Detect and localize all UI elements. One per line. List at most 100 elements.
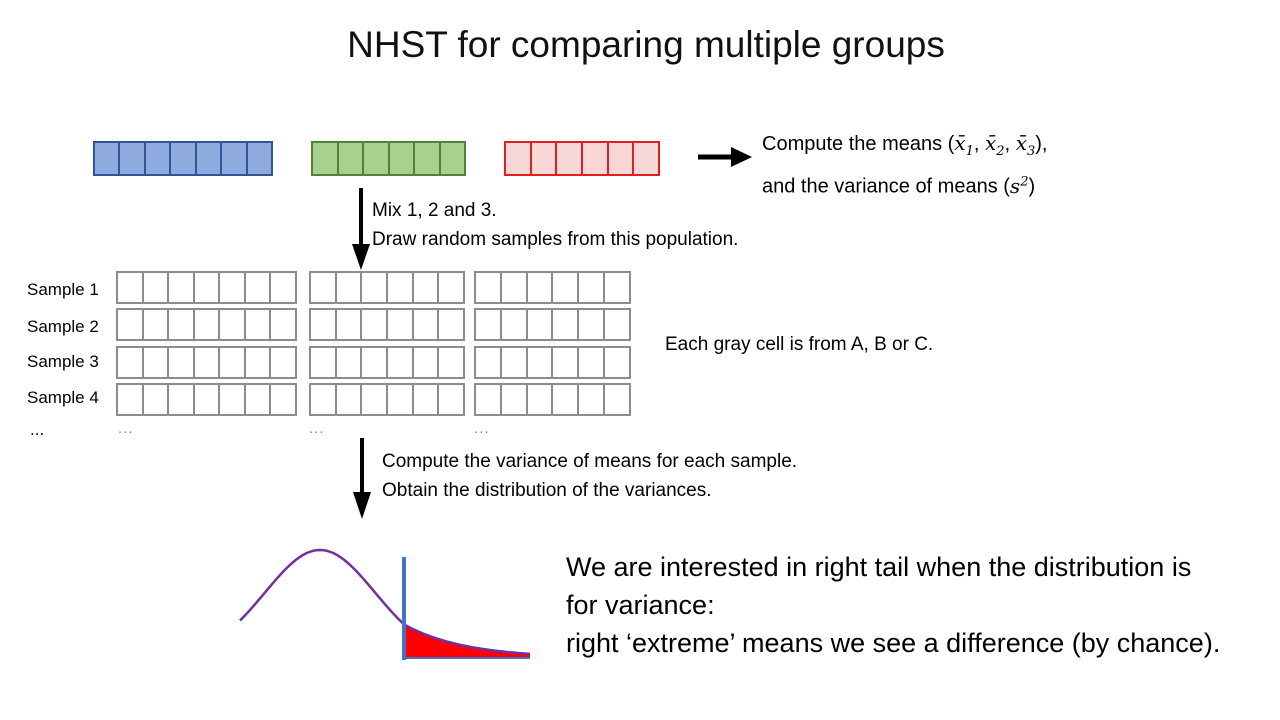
gray-cell xyxy=(195,385,221,414)
group-1-blue-bar xyxy=(93,141,273,176)
gray-cell xyxy=(118,385,144,414)
gray-cell xyxy=(414,348,440,377)
variance-line2: Obtain the distribution of the variances… xyxy=(382,480,712,501)
mean-x1: x̄1 xyxy=(954,131,974,159)
mix-line2: Draw random samples from this population… xyxy=(372,229,739,250)
blue-cell xyxy=(146,143,172,174)
gray-cell xyxy=(362,385,389,414)
green-cell xyxy=(415,143,441,174)
green-cell xyxy=(390,143,415,174)
gray-cell xyxy=(220,310,246,339)
sample-4-block-2 xyxy=(309,383,465,416)
sample-3-block-3 xyxy=(474,346,631,379)
gray-cell xyxy=(169,385,195,414)
sample-2-block-2 xyxy=(309,308,465,341)
gray-cell xyxy=(579,385,606,414)
gray-cell xyxy=(414,273,440,302)
group-3-red-bar xyxy=(504,141,660,176)
gray-cell xyxy=(169,348,195,377)
gray-cell xyxy=(246,385,272,414)
gray-cell xyxy=(553,348,580,377)
sample-label-ellipsis: ... xyxy=(30,420,45,439)
down-arrow-1-head xyxy=(352,244,370,270)
gray-cell xyxy=(169,310,195,339)
mix-line1: Mix 1, 2 and 3. xyxy=(372,200,497,221)
conclusion-line3: right ‘extreme’ means we see a differenc… xyxy=(566,628,1221,658)
gray-cell xyxy=(144,310,170,339)
sample-2-block-3 xyxy=(474,308,631,341)
gray-cell xyxy=(414,385,440,414)
gray-cell xyxy=(502,385,528,414)
green-cell xyxy=(313,143,339,174)
sample-label-3: Sample 3 xyxy=(27,352,99,371)
gray-cell xyxy=(144,348,170,377)
variance-line1: Compute the variance of means for each s… xyxy=(382,451,798,472)
sample-3-block-2 xyxy=(309,346,465,379)
conclusion-text: We are interested in right tail when the… xyxy=(566,548,1220,662)
gray-cell xyxy=(195,348,221,377)
sample-1-block-2 xyxy=(309,271,465,304)
gray-cell xyxy=(195,273,221,302)
blue-cell xyxy=(222,143,248,174)
gray-cell xyxy=(502,348,528,377)
sample-2-block-1 xyxy=(116,308,297,341)
sample-label-1: Sample 1 xyxy=(27,280,99,299)
green-cell xyxy=(364,143,390,174)
gray-cell xyxy=(528,273,554,302)
red-cell xyxy=(583,143,609,174)
gray-cell xyxy=(388,348,414,377)
blue-cell xyxy=(197,143,223,174)
blue-cell xyxy=(171,143,197,174)
gray-cell xyxy=(388,385,414,414)
sample-label-2: Sample 2 xyxy=(27,317,99,336)
gray-cell xyxy=(362,273,389,302)
continuation-dots-col1: ... xyxy=(118,420,134,437)
right-arrow-head xyxy=(731,147,752,167)
red-cell xyxy=(532,143,558,174)
gray-cell xyxy=(118,348,144,377)
gray-cell xyxy=(144,385,170,414)
gray-cell xyxy=(169,273,195,302)
gray-cell xyxy=(220,385,246,414)
gray-cell xyxy=(476,348,502,377)
gray-cell xyxy=(528,310,554,339)
green-cell xyxy=(339,143,364,174)
gray-cell xyxy=(118,273,144,302)
variance-text: Compute the variance of means for each s… xyxy=(382,447,797,505)
gray-cell xyxy=(220,348,246,377)
gray-cell xyxy=(528,385,554,414)
gray-cell xyxy=(337,385,363,414)
gray-cell xyxy=(220,273,246,302)
gray-cell xyxy=(311,310,337,339)
gray-cell xyxy=(579,310,606,339)
gray-cell xyxy=(553,385,580,414)
gray-cell xyxy=(414,310,440,339)
mean-x3: x̄3 xyxy=(1015,131,1036,159)
blue-cell xyxy=(120,143,146,174)
distribution-curve xyxy=(239,548,531,656)
compute-means-text: Compute the means (x̄1, x̄2, x̄3), and t… xyxy=(762,128,1047,202)
sample-label-4: Sample 4 xyxy=(27,388,99,407)
gray-cell xyxy=(476,385,502,414)
sample-1-block-1 xyxy=(116,271,297,304)
gray-cell xyxy=(579,273,606,302)
slide-title: NHST for comparing multiple groups xyxy=(347,24,945,65)
gray-cell xyxy=(337,310,363,339)
gray-cell xyxy=(311,385,337,414)
gray-cell xyxy=(553,273,580,302)
compute-means-line2: and the variance of means (s2) xyxy=(762,173,1036,198)
gray-cell xyxy=(362,310,389,339)
sample-4-block-1 xyxy=(116,383,297,416)
variance-s2: s2 xyxy=(1009,173,1029,198)
mix-text: Mix 1, 2 and 3. Draw random samples from… xyxy=(372,196,738,254)
gray-cell xyxy=(476,273,502,302)
group-2-green-bar xyxy=(311,141,466,176)
continuation-dots-col2: ... xyxy=(309,420,325,437)
conclusion-line2: for variance: xyxy=(566,590,715,620)
gray-cell xyxy=(579,348,606,377)
blue-cell xyxy=(95,143,121,174)
red-cell xyxy=(609,143,635,174)
continuation-dots-col3: ... xyxy=(474,420,490,437)
gray-cell xyxy=(337,273,363,302)
